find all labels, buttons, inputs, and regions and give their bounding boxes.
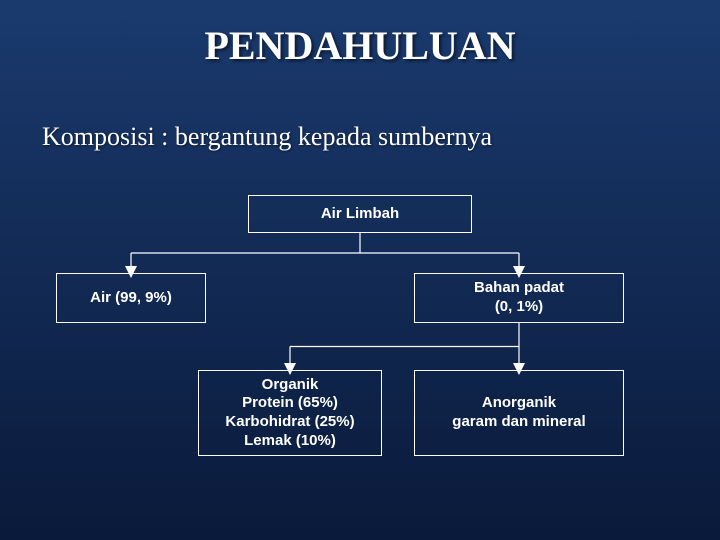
slide: PENDAHULUAN Komposisi : bergantung kepad… bbox=[0, 0, 720, 540]
node-bahan-padat: Bahan padat(0, 1%) bbox=[414, 273, 624, 323]
node-organik: OrganikProtein (65%)Karbohidrat (25%)Lem… bbox=[198, 370, 382, 456]
node-root: Air Limbah bbox=[248, 195, 472, 233]
node-air: Air (99, 9%) bbox=[56, 273, 206, 323]
node-anorganik: Anorganikgaram dan mineral bbox=[414, 370, 624, 456]
slide-subtitle: Komposisi : bergantung kepada sumbernya bbox=[42, 122, 492, 152]
diagram-connectors bbox=[0, 0, 720, 540]
slide-title: PENDAHULUAN bbox=[0, 22, 720, 69]
